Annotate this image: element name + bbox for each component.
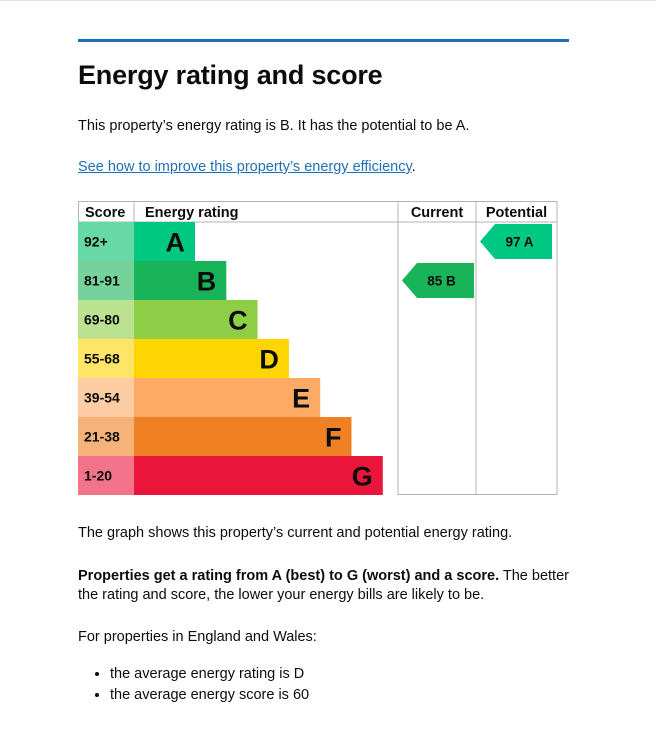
band-score-cell [78,261,134,300]
current-rating-label: 85 B [427,274,456,289]
average-intro: For properties in England and Wales: [78,629,317,645]
current-rating-arrow [402,263,474,298]
band-score-label: 1-20 [84,468,112,484]
band-letter: C [228,306,248,336]
band-bar [134,378,321,417]
band-score-cell [78,339,134,378]
scale-note: Properties get a rating from A (best) to… [78,567,578,605]
band-score-cell [78,222,134,261]
band-bar [134,261,227,300]
page-title: Energy rating and score [78,60,383,90]
list-item: the average energy score is 60 [110,685,309,706]
band-score-cell [78,378,134,417]
top-border [0,0,656,1]
band-score-cell [78,456,134,495]
band-letter: D [259,345,279,375]
header-score: Score [85,205,125,221]
band-letter: G [352,462,373,492]
header-energy-rating: Energy rating [145,205,238,221]
energy-rating-chart: Score Energy rating Current Potential 92+ A 81… [78,201,558,495]
band-bar [134,300,258,339]
band-bar [134,456,383,495]
header-current: Current [411,205,464,221]
band-score-label: 69-80 [84,312,120,328]
graph-caption: The graph shows this property’s current … [78,525,513,541]
link-suffix: . [411,159,416,175]
section-rule [78,39,569,42]
list-item: the average energy rating is D [110,664,309,685]
band-letter: A [166,228,186,258]
band-score-label: 55-68 [84,351,120,367]
improve-efficiency-link[interactable]: See how to improve this property’s energ… [78,159,412,175]
band-letter: E [292,384,310,414]
header-potential: Potential [486,205,547,221]
averages-list: the average energy rating is D the avera… [78,664,309,706]
band-bar [134,339,289,378]
band-score-label: 21-38 [84,429,120,445]
scale-note-bold: Properties get a rating from A (best) to… [78,568,500,584]
band-bar [134,417,352,456]
band-bar [134,222,195,261]
band-score-label: 81-91 [84,273,120,289]
rating-intro: This property’s energy rating is B. It h… [78,118,470,134]
band-score-label: 39-54 [84,390,120,406]
potential-rating-label: 97 A [505,235,533,250]
scale-note-rest: The better the rating and score, the low… [78,568,569,603]
potential-rating-arrow [480,224,552,259]
improve-link-line: See how to improve this property’s energ… [78,159,416,175]
band-score-cell [78,300,134,339]
band-score-cell [78,417,134,456]
band-score-label: 92+ [84,234,108,250]
band-letter: B [197,267,217,297]
band-letter: F [325,423,342,453]
